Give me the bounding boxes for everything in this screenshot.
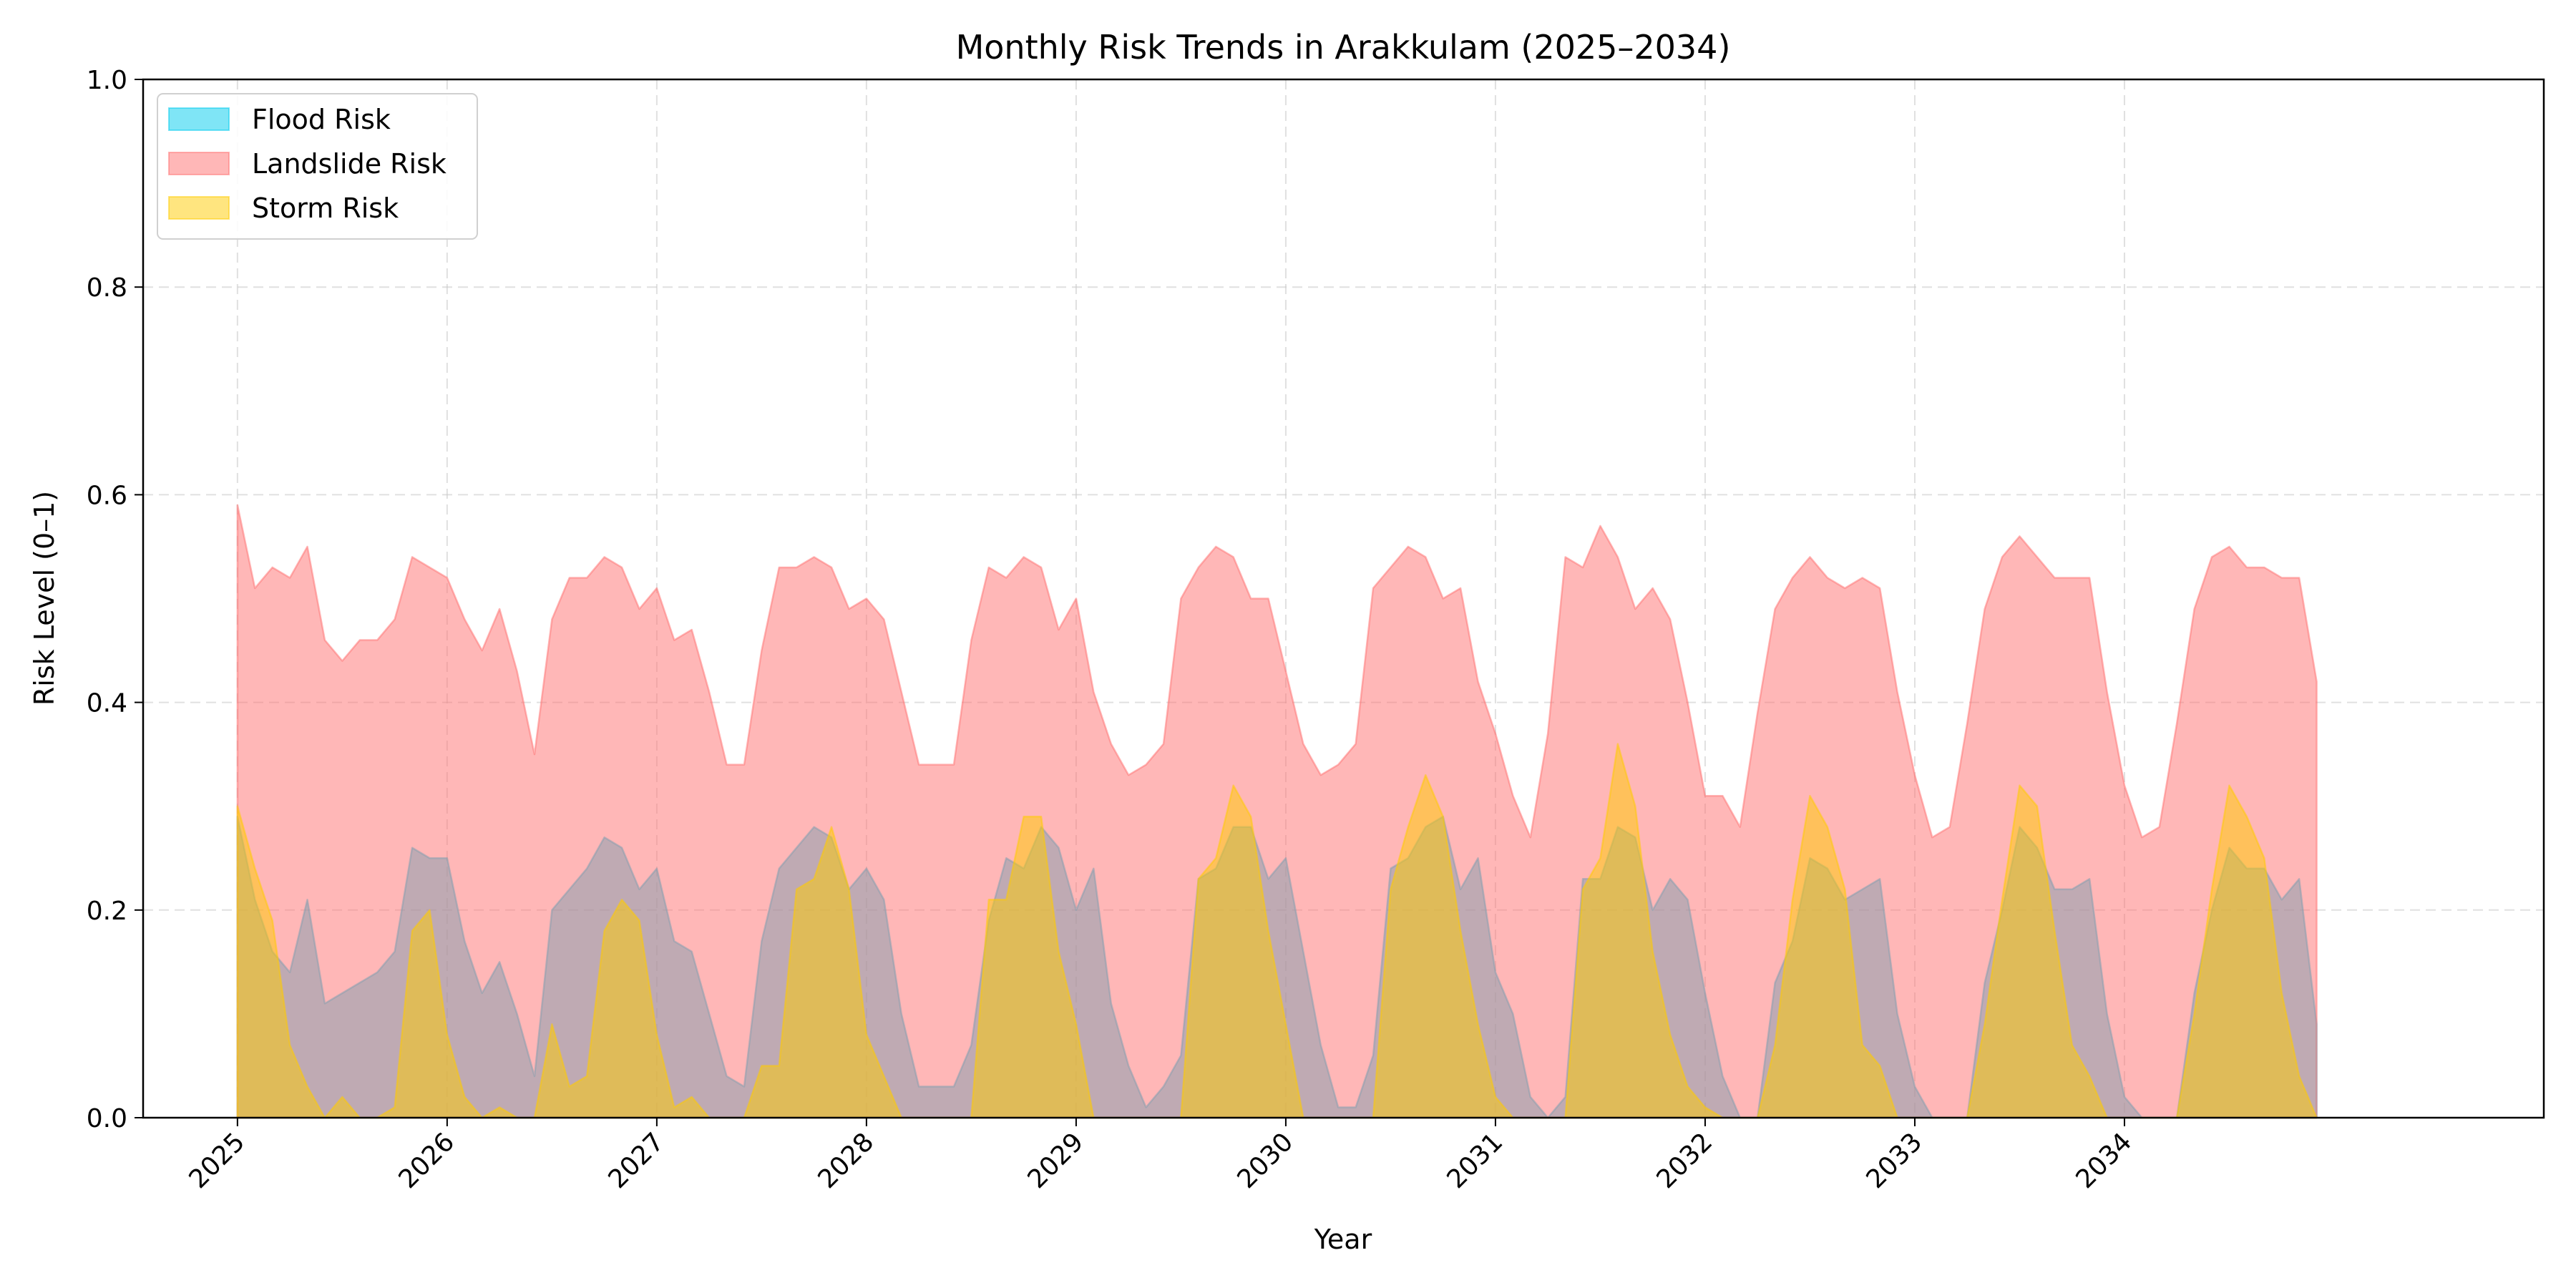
y-tick-label: 0.6 xyxy=(87,481,127,510)
y-tick-label: 1.0 xyxy=(87,66,127,95)
legend-label-flood-risk: Flood Risk xyxy=(252,104,391,135)
y-axis-label: Risk Level (0–1) xyxy=(29,491,60,706)
legend-swatch-storm-risk xyxy=(168,196,230,220)
y-tick-label: 0.2 xyxy=(87,897,127,926)
legend-box xyxy=(157,93,478,240)
legend-label-landslide-risk: Landslide Risk xyxy=(252,148,447,180)
area-storm-risk xyxy=(236,743,2318,1119)
x-axis-label: Year xyxy=(1314,1224,1372,1255)
legend-swatch-flood-risk xyxy=(168,107,230,131)
legend: Flood Risk Landslide Risk Storm Risk xyxy=(157,93,478,240)
plot-frame xyxy=(142,78,2545,1119)
y-tick-label: 0.8 xyxy=(87,273,127,303)
legend-label-storm-risk: Storm Risk xyxy=(252,192,399,224)
area-series xyxy=(236,504,2318,1119)
y-tick-label: 0.4 xyxy=(87,689,127,718)
legend-swatch-landslide-risk xyxy=(168,152,230,175)
y-tick-label: 0.0 xyxy=(87,1104,127,1133)
y-axis-ticks: 0.0 0.2 0.4 0.6 0.8 1.0 xyxy=(87,66,143,1133)
chart-title: Monthly Risk Trends in Arakkulam (2025–2… xyxy=(956,28,1731,67)
